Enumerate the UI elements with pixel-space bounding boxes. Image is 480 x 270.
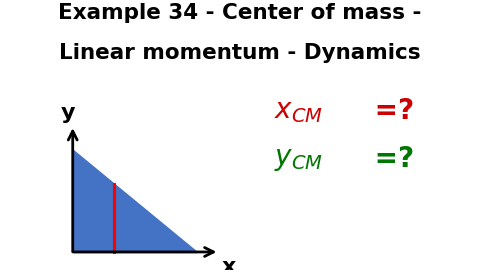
Text: $x_{CM}$: $x_{CM}$ xyxy=(274,97,323,125)
Text: $y_{CM}$: $y_{CM}$ xyxy=(274,145,323,173)
Text: =?: =? xyxy=(365,97,414,125)
Text: =?: =? xyxy=(365,145,414,173)
Polygon shape xyxy=(73,150,197,252)
Text: y: y xyxy=(60,103,75,123)
Text: Example 34 - Center of mass -: Example 34 - Center of mass - xyxy=(58,3,422,23)
Text: x: x xyxy=(222,257,236,270)
Text: Linear momentum - Dynamics: Linear momentum - Dynamics xyxy=(59,43,421,63)
